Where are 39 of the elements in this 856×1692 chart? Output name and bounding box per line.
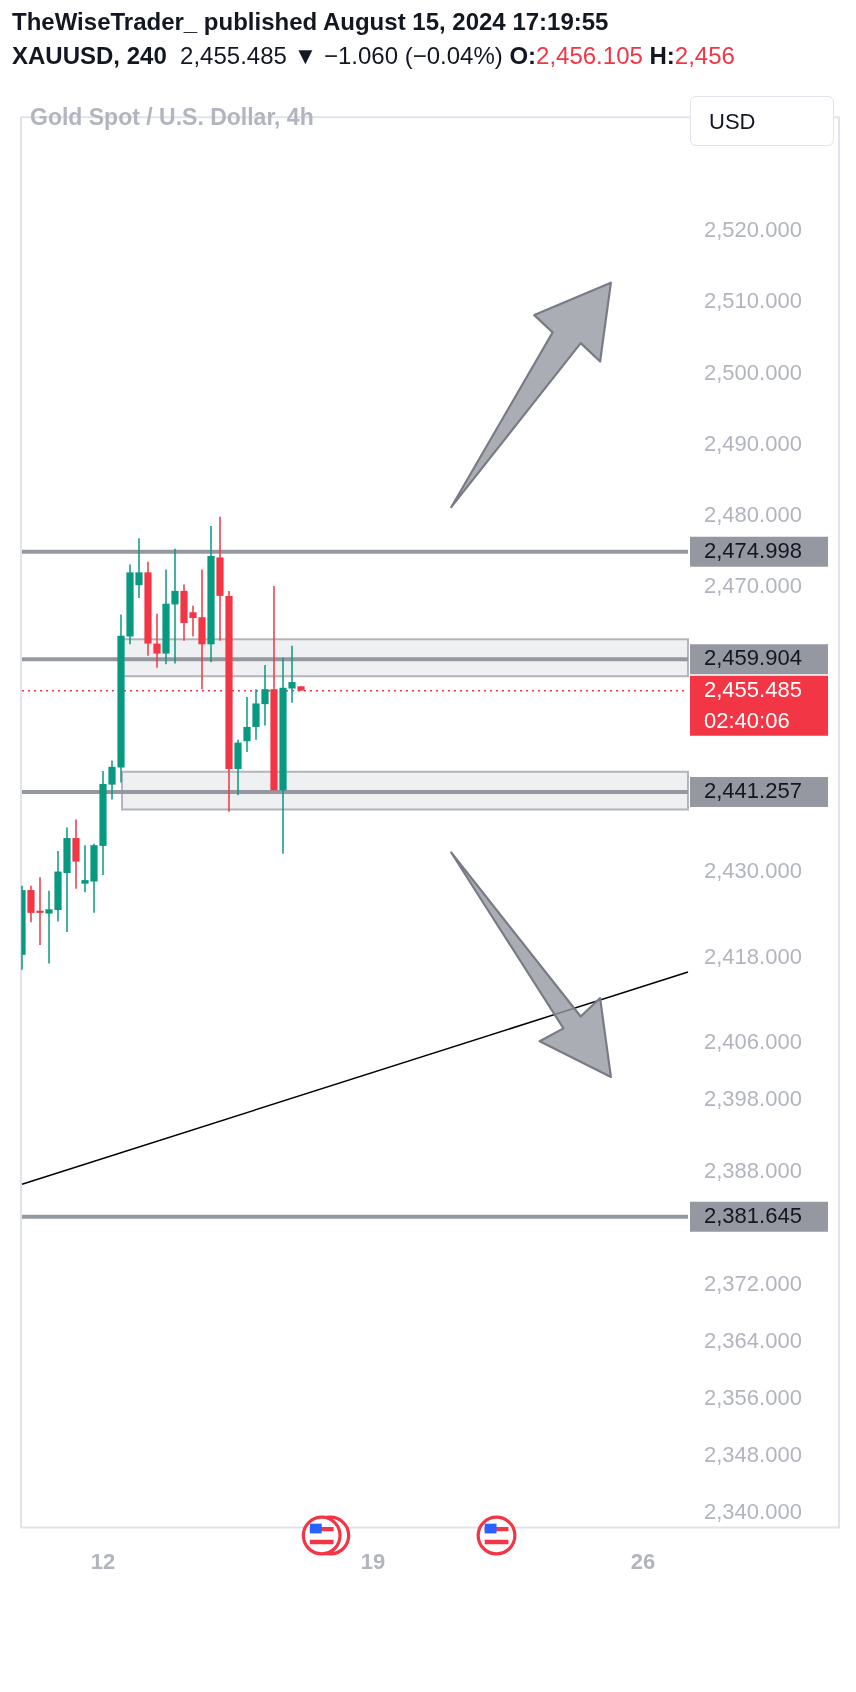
y-tick-label: 2,470.000	[704, 573, 802, 599]
text: 2,455.485 ▼ −1.060 (−0.04%)	[180, 42, 503, 69]
y-tick-label: 2,340.000	[704, 1499, 802, 1525]
y-tick-label: 2,490.000	[704, 430, 802, 456]
ref-line-label: 2,474.998	[704, 537, 802, 563]
ref-line-label: 2,381.645	[704, 1202, 802, 1228]
y-tick-label: 2,388.000	[704, 1157, 802, 1183]
y-tick-label: 2,418.000	[704, 943, 802, 969]
y-tick-label: 2,406.000	[704, 1029, 802, 1055]
y-tick-label: 2,348.000	[704, 1442, 802, 1468]
y-tick-label: 2,364.000	[704, 1328, 802, 1354]
chart-title: Gold Spot / U.S. Dollar, 4h	[30, 104, 314, 131]
text: H:	[649, 42, 675, 69]
text: 02:40:06	[704, 707, 790, 734]
y-tick-label: 2,510.000	[704, 288, 802, 314]
text: O:	[509, 42, 537, 69]
x-tick-label: 26	[630, 1548, 656, 1574]
y-tick-label: 2,356.000	[704, 1385, 802, 1411]
ref-line-label: 2,441.257	[704, 778, 802, 804]
text: 2,456.105	[536, 42, 643, 69]
y-tick-label: 2,480.000	[704, 502, 802, 528]
x-tick-label: 19	[360, 1548, 386, 1574]
x-tick-label: 12	[90, 1548, 116, 1574]
y-tick-label: 2,398.000	[704, 1086, 802, 1112]
text: 2,456	[674, 42, 735, 69]
ref-line-label: 2,459.904	[704, 645, 802, 671]
y-tick-label: 2,430.000	[704, 858, 802, 884]
currency-button[interactable]: USD	[690, 96, 834, 146]
candlestick	[171, 548, 179, 665]
text: XAUUSD, 240	[12, 42, 167, 69]
text: TheWiseTrader_ published August 15, 2024 17:19:55	[12, 8, 609, 35]
candlestick	[153, 612, 161, 669]
ref-line-label: 2,455.485	[704, 676, 802, 702]
candlestick	[288, 644, 296, 704]
y-tick-label: 2,520.000	[704, 217, 802, 243]
y-tick-label: 2,500.000	[704, 359, 802, 385]
candlestick	[72, 818, 80, 890]
candlestick	[243, 696, 251, 753]
y-tick-label: 2,372.000	[704, 1271, 802, 1297]
